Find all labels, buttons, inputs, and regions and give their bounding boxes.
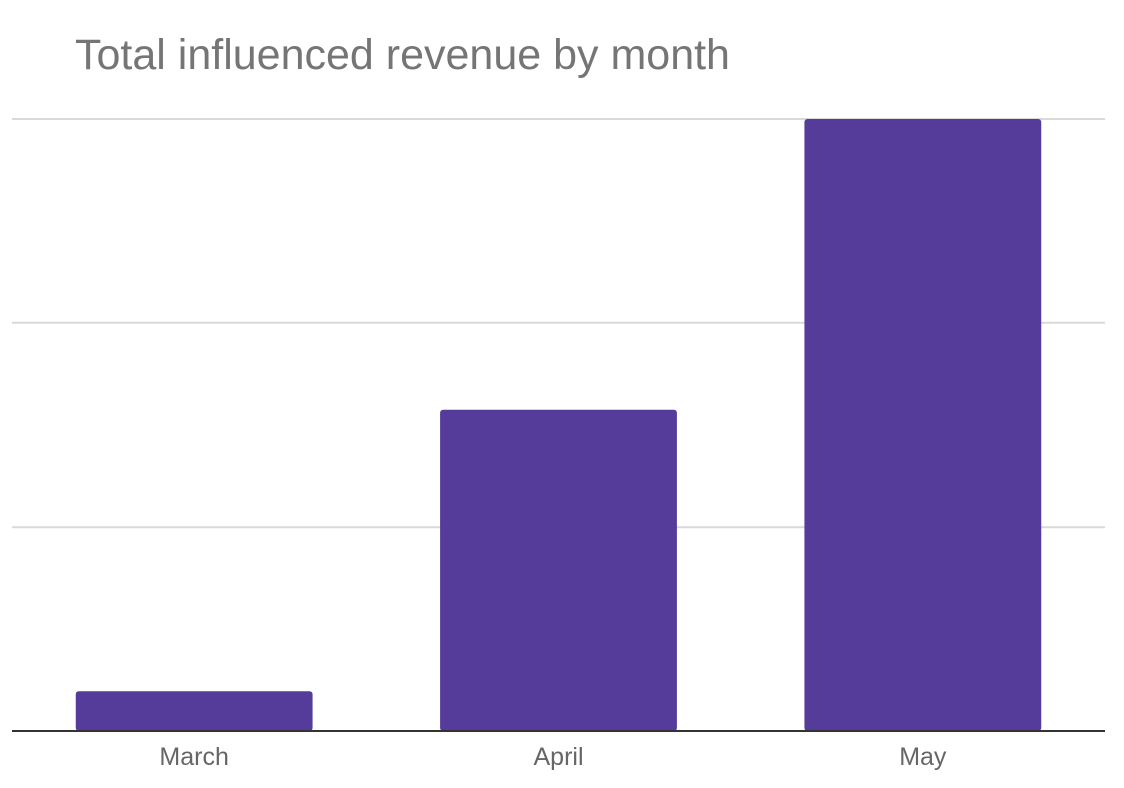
chart-title: Total influenced revenue by month bbox=[75, 31, 730, 79]
x-axis-tick-labels: March April May bbox=[159, 743, 947, 771]
x-tick-label-april: April bbox=[533, 743, 583, 771]
x-tick-label-may: May bbox=[899, 743, 947, 771]
bar-march bbox=[75, 691, 313, 731]
bar-may bbox=[804, 119, 1042, 731]
bars bbox=[75, 119, 1042, 731]
x-tick-label-march: March bbox=[159, 743, 228, 771]
bar-april bbox=[440, 409, 677, 731]
